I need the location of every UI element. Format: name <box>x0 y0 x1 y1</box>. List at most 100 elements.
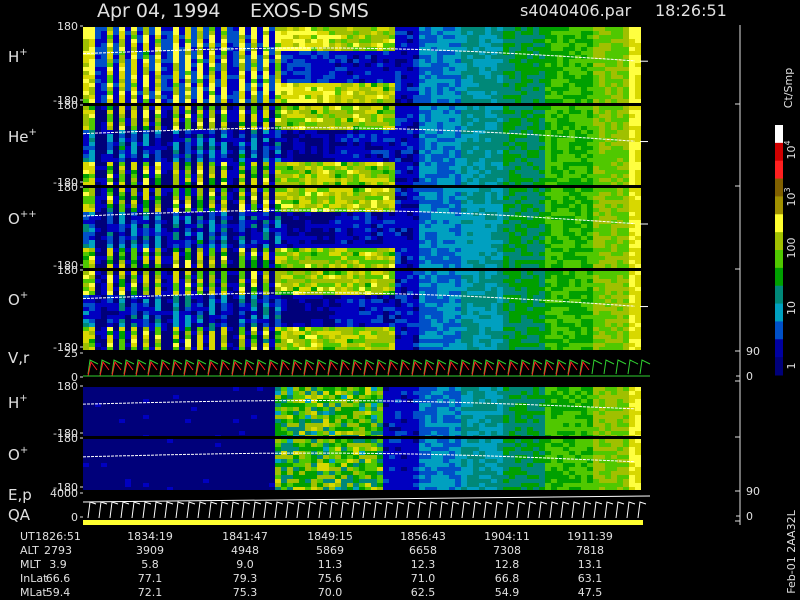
spectrogram-cell <box>95 59 101 63</box>
spectrogram-cell <box>233 236 239 240</box>
spectrogram-cell <box>491 71 497 75</box>
spectrogram-cell <box>227 174 233 178</box>
spectrogram-cell <box>305 150 311 154</box>
spectrogram-cell <box>323 55 329 59</box>
spectrogram-cell <box>407 51 413 55</box>
spectrogram-cell <box>539 216 545 220</box>
spectrogram-cell <box>407 59 413 63</box>
spectrogram-cell <box>533 99 539 103</box>
spectrogram-cell <box>317 142 323 146</box>
spectrogram-cell <box>581 182 587 185</box>
spectrogram-cell <box>341 43 347 47</box>
spectrogram-cell <box>83 39 89 43</box>
spectrogram-cell <box>125 158 131 162</box>
spectrogram-cell <box>149 138 155 142</box>
spectrogram-cell <box>443 106 449 110</box>
spectrogram-cell <box>119 146 125 150</box>
spectrogram-cell <box>143 114 149 118</box>
spectrogram-cell <box>383 170 389 174</box>
spectrogram-cell <box>491 154 497 158</box>
spectrogram-cell <box>263 146 269 150</box>
spectrogram-cell <box>461 192 467 196</box>
spectrogram-cell <box>119 158 125 162</box>
spectrogram-cell <box>179 71 185 75</box>
spectrogram-cell <box>173 106 179 110</box>
spectrogram-cell <box>533 71 539 75</box>
spectrogram-cell <box>383 95 389 99</box>
spectrogram-cell <box>215 220 221 224</box>
spectrogram-cell <box>131 87 137 91</box>
spectrogram-cell <box>461 106 467 110</box>
spectrogram-cell <box>431 236 437 240</box>
spectrogram-cell <box>167 47 173 51</box>
spectrogram-cell <box>521 142 527 146</box>
spectrogram-cell <box>281 122 287 126</box>
spectrogram-cell <box>203 35 209 39</box>
spectrogram-cell <box>587 232 593 236</box>
spectrogram-cell <box>311 224 317 228</box>
spectrogram-cell <box>137 196 143 200</box>
spectrogram-cell <box>491 114 497 118</box>
spectrogram-cell <box>293 232 299 236</box>
spectrogram-cell <box>455 178 461 182</box>
spectrogram-cell <box>521 87 527 91</box>
spectrogram-cell <box>599 43 605 47</box>
spectrogram-cell <box>329 87 335 91</box>
spectrogram-cell <box>239 150 245 154</box>
spectrogram-cell <box>101 43 107 47</box>
spectrogram-cell <box>239 126 245 130</box>
spectrogram-cell <box>305 39 311 43</box>
spectrogram-cell <box>83 91 89 95</box>
spectrogram-cell <box>593 114 599 118</box>
spectrogram-cell <box>227 79 233 83</box>
spectrogram-cell <box>575 79 581 83</box>
spectrogram-cell <box>455 146 461 150</box>
spectrogram-cell <box>287 158 293 162</box>
spectrogram-cell <box>587 188 593 192</box>
spectrogram-cell <box>83 27 89 31</box>
spectrogram-cell <box>455 106 461 110</box>
spectrogram-cell <box>425 204 431 208</box>
spectrogram-cell <box>245 79 251 83</box>
spectrogram-cell <box>113 154 119 158</box>
spectrogram-cell <box>221 154 227 158</box>
spectrogram-cell <box>485 138 491 142</box>
spectrogram-cell <box>443 110 449 114</box>
spectrogram-cell <box>341 142 347 146</box>
spectrogram-cell <box>539 240 545 244</box>
spectrogram-cell <box>629 110 635 114</box>
spectrogram-cell <box>149 232 155 236</box>
spectrogram-cell <box>263 114 269 118</box>
spectrogram-cell <box>611 87 617 91</box>
spectrogram-cell <box>437 130 443 134</box>
spectrogram-cell <box>119 138 125 142</box>
spectrogram-cell <box>605 212 611 216</box>
spectrogram-cell <box>575 75 581 79</box>
spectrogram-cell <box>449 182 455 185</box>
spectrogram-cell <box>95 122 101 126</box>
spectrogram-cell <box>551 170 557 174</box>
spectrogram-cell <box>233 138 239 142</box>
spectrogram-cell <box>239 158 245 162</box>
spectrogram-cell <box>365 47 371 51</box>
spectrogram-cell <box>227 51 233 55</box>
spectrogram-cell <box>407 118 413 122</box>
spectrogram-cell <box>617 51 623 55</box>
spectrogram-cell <box>473 228 479 232</box>
spectrogram-cell <box>347 114 353 118</box>
spectrogram-cell <box>437 63 443 67</box>
spectrogram-cell <box>185 182 191 185</box>
spectrogram-cell <box>389 174 395 178</box>
spectrogram-cell <box>233 220 239 224</box>
spectrogram-cell <box>563 146 569 150</box>
spectrogram-cell <box>485 63 491 67</box>
spectrogram-cell <box>221 51 227 55</box>
spectrogram-cell <box>473 71 479 75</box>
spectrogram-cell <box>407 166 413 170</box>
spectrogram-cell <box>587 170 593 174</box>
spectrogram-cell <box>527 236 533 240</box>
spectrogram-cell <box>515 200 521 204</box>
spectrogram-cell <box>101 87 107 91</box>
spectrogram-cell <box>635 224 641 228</box>
spectrogram-cell <box>545 91 551 95</box>
